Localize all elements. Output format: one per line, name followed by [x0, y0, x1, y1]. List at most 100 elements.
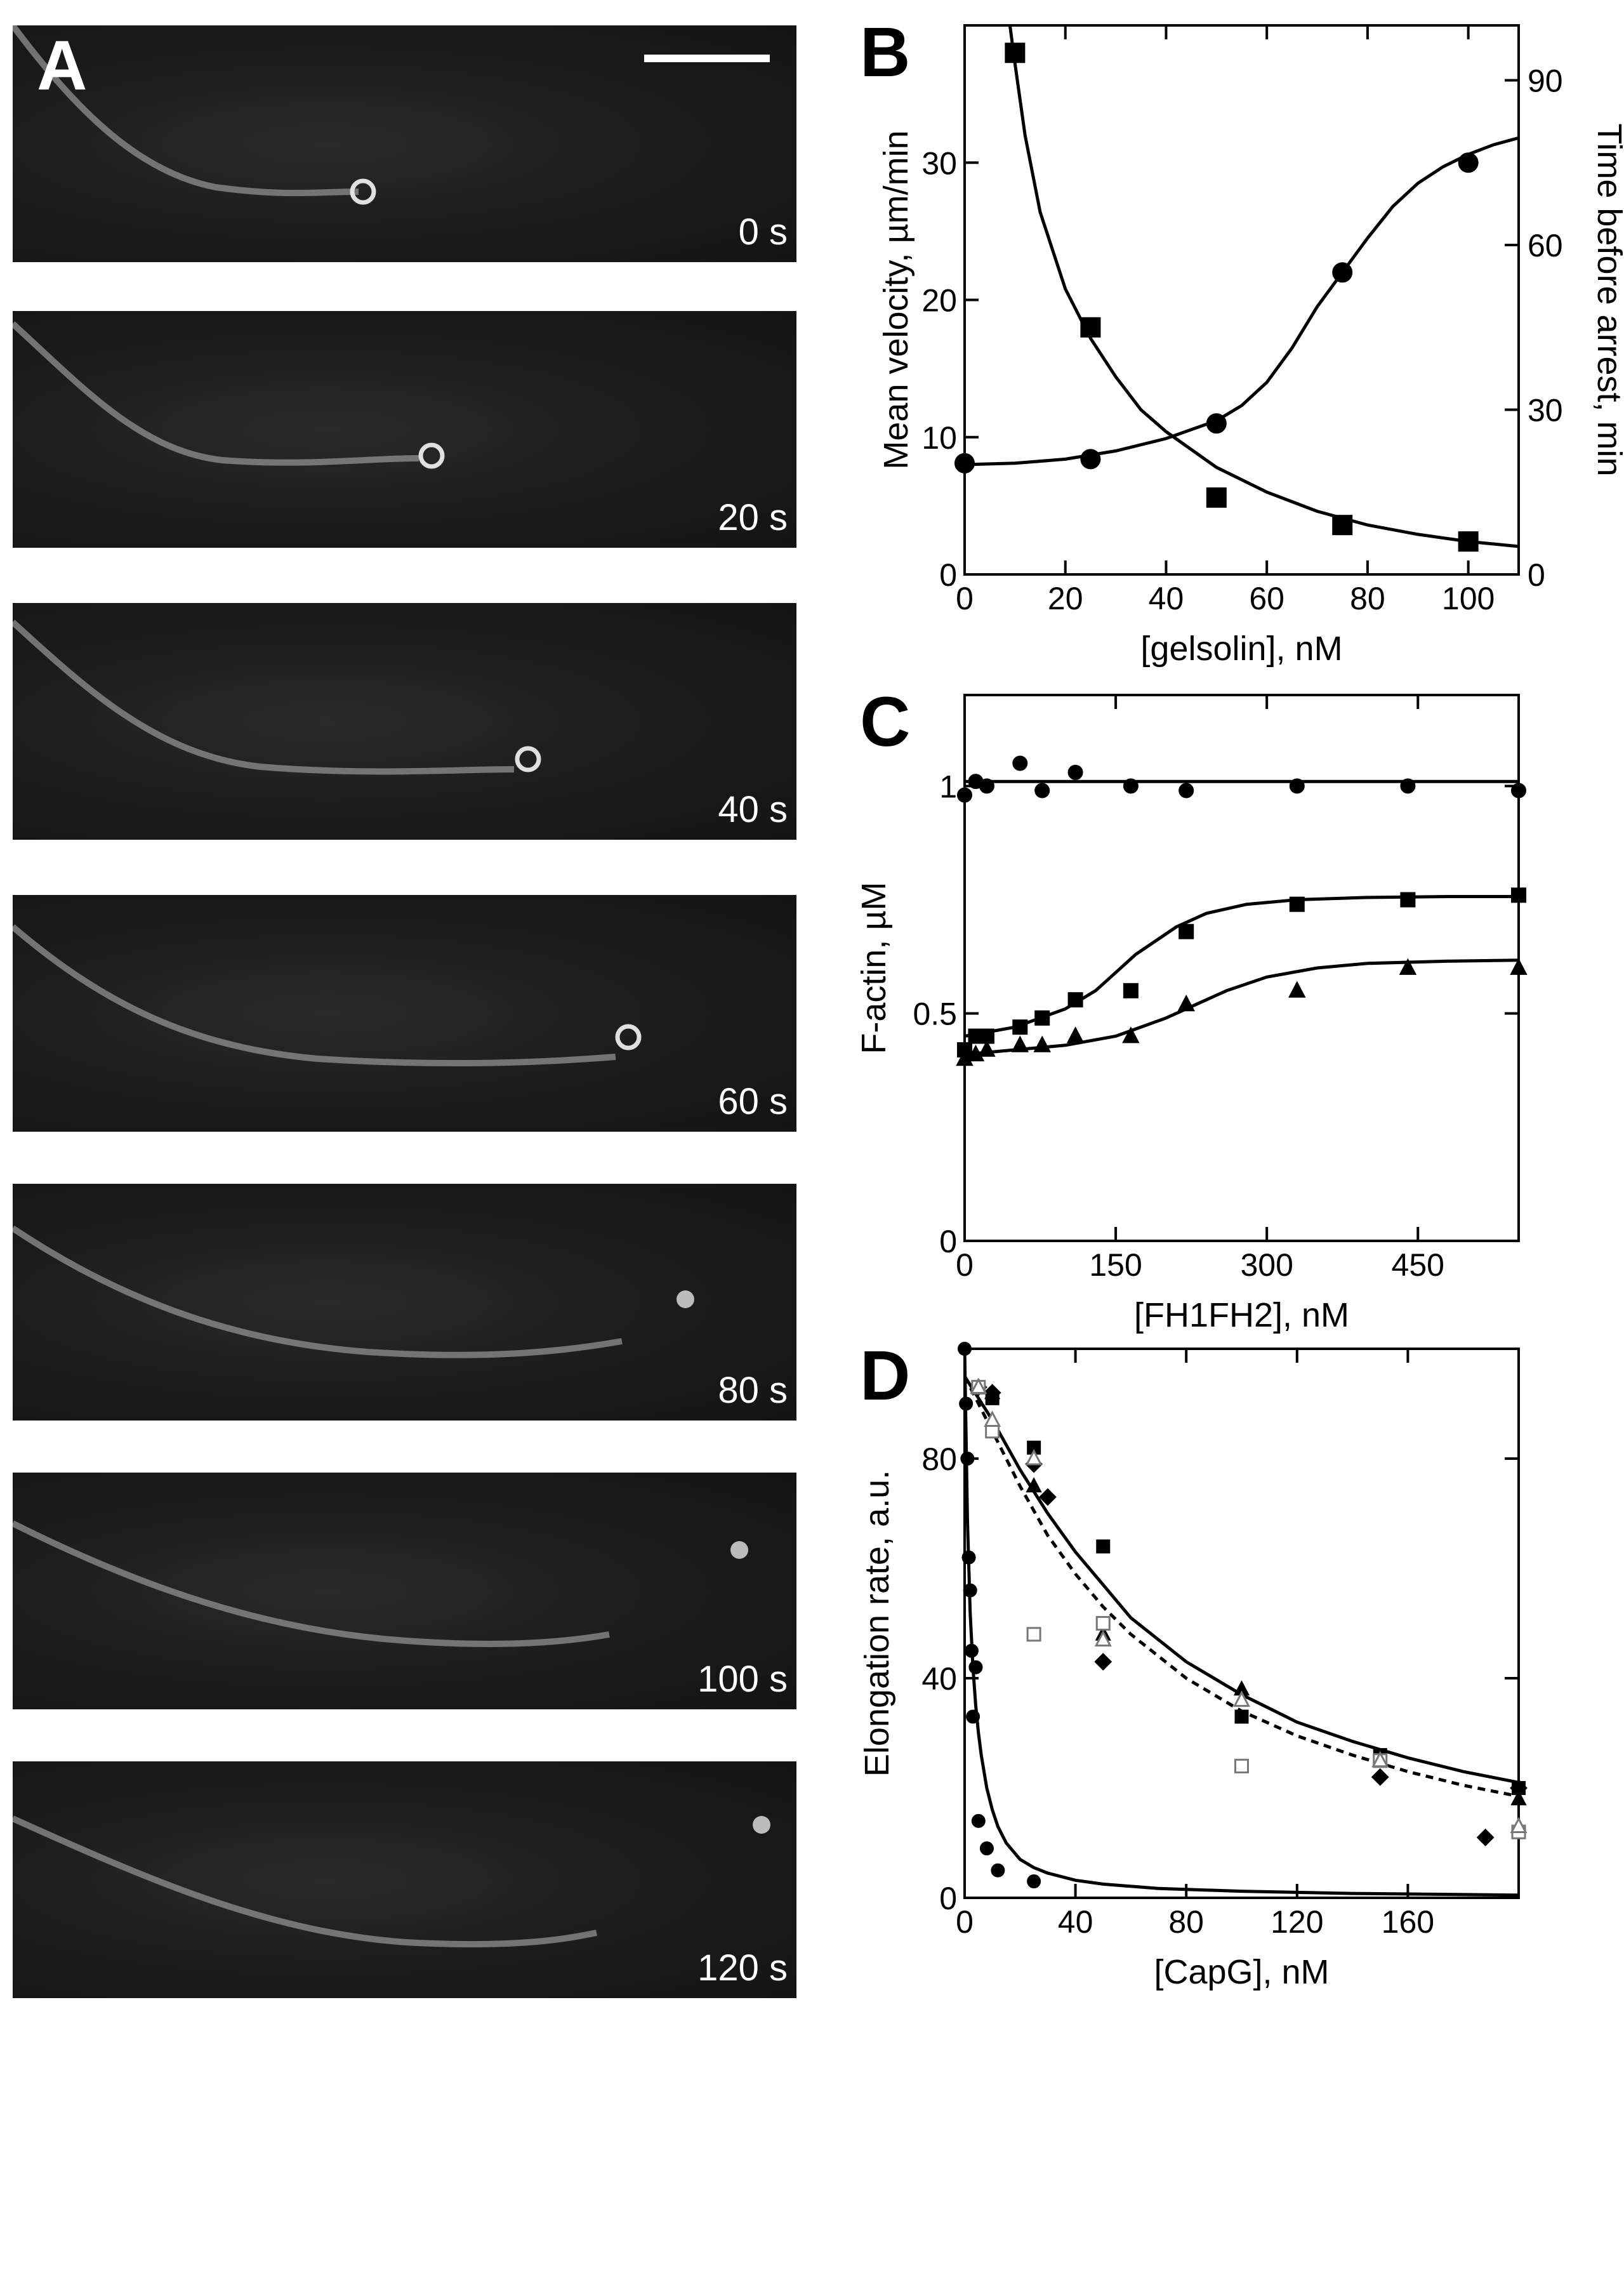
plot-frame: [963, 24, 1520, 576]
x-axis-label: [FH1FH2], nM: [1134, 1296, 1349, 1334]
y-tick-label: 30: [921, 145, 957, 181]
fit-curve: [965, 1375, 1519, 1784]
frame-time-label: 20 s: [718, 497, 788, 538]
data-point-diamond: [1094, 1653, 1112, 1671]
fit-curve: [965, 958, 1519, 1056]
data-point-circle: [954, 453, 975, 474]
data-point-circle: [960, 1452, 975, 1466]
data-point-triangle: [1066, 1026, 1085, 1043]
data-point-diamond: [1039, 1488, 1057, 1506]
data-point-open-triangle: [1233, 1690, 1250, 1707]
data-point-diamond: [1371, 1768, 1389, 1786]
data-point-triangle: [1033, 1035, 1051, 1052]
x-tick-label: 120: [1271, 1904, 1323, 1940]
data-point-circle: [958, 1342, 972, 1356]
chart-b: 0 20 40 60 80 100 0 10 20 30 0 30 60 90 Time before ar…: [860, 13, 1624, 668]
y-axis-label: Mean velocity, µm/min: [877, 130, 915, 469]
data-point-circle: [1206, 413, 1227, 434]
x-tick-label: 80: [1350, 581, 1385, 616]
y-tick-label: 20: [921, 283, 957, 319]
data-point-open-square: [1234, 1758, 1249, 1773]
y-tick-label: 1: [939, 769, 957, 804]
data-point-open-square: [1026, 1627, 1041, 1642]
data-point-square: [1034, 1010, 1050, 1026]
data-point-triangle: [978, 1040, 996, 1057]
y-right-tick-label: 60: [1528, 228, 1563, 263]
frame-time-label: 0 s: [738, 211, 788, 253]
y-axis-right-label: Time before arrest, min: [1590, 123, 1624, 476]
y-tick-label: 40: [921, 1661, 957, 1697]
data-point-circle: [991, 1863, 1005, 1878]
y-tick-label: 0: [939, 1224, 957, 1259]
data-point-circle: [1458, 152, 1479, 173]
data-point-triangle: [1011, 1035, 1029, 1052]
x-tick-label: 300: [1240, 1247, 1293, 1283]
data-point-square: [1234, 1709, 1249, 1724]
filament-image: [13, 25, 376, 205]
chart-c: 0 150 300 450 0 0.5 1 [FH1FH2], nM F-actin, µM C: [855, 683, 1528, 1334]
x-tick-label: 0: [956, 581, 974, 616]
data-point-circle: [1123, 778, 1139, 794]
fit-curve: [1008, 25, 1519, 548]
data-point-square: [1012, 1019, 1028, 1035]
x-tick-label: 20: [1048, 581, 1083, 616]
data-point-circle: [966, 1709, 980, 1724]
y-tick-label: 0: [939, 1881, 957, 1916]
fit-curve: [965, 1375, 1519, 1798]
frame-time-label: 100 s: [697, 1659, 788, 1700]
data-point-circle: [979, 1841, 994, 1856]
data-point-open-triangle: [984, 1410, 1001, 1427]
x-tick-label: 40: [1149, 581, 1184, 616]
data-point-square: [1005, 43, 1026, 63]
data-point-triangle: [1122, 1026, 1140, 1043]
data-point-circle: [1067, 764, 1083, 780]
data-point-circle: [964, 1643, 979, 1658]
data-point-square: [1080, 317, 1101, 338]
filament-image: [13, 1520, 748, 1647]
data-point-circle: [1080, 449, 1101, 470]
data-point-circle: [968, 1660, 983, 1674]
data-point-diamond: [1510, 1779, 1528, 1797]
data-point-square: [1332, 515, 1353, 536]
data-point-circle: [979, 778, 994, 794]
plot-frame: [963, 1348, 1520, 1899]
data-point-diamond: [1476, 1828, 1495, 1846]
y-right-tick-label: 90: [1528, 63, 1563, 99]
x-tick-label: 450: [1392, 1247, 1444, 1283]
data-point-open-triangle: [1025, 1448, 1043, 1466]
y-tick-label: 0.5: [913, 997, 957, 1032]
y-tick-label: 10: [921, 420, 957, 456]
panel-letter-a: A: [37, 27, 88, 105]
y-right-tick-label: 0: [1528, 557, 1545, 593]
x-tick-label: 40: [1058, 1904, 1093, 1940]
data-point-circle: [1027, 1874, 1041, 1889]
chart-d: 0 40 80 120 160 0 40 80 [CapG], nM Elongation rat…: [858, 1337, 1528, 1991]
x-tick-label: 100: [1442, 581, 1495, 616]
data-point-diamond: [983, 1384, 1001, 1402]
x-tick-label: 60: [1249, 581, 1284, 616]
data-point-triangle: [1026, 1477, 1042, 1493]
frame-0s: 0 s: [13, 25, 796, 262]
y-axis-label: Elongation rate, a.u.: [858, 1470, 896, 1777]
data-point-open-triangle: [970, 1377, 987, 1394]
filament-image: [13, 321, 445, 469]
data-point-triangle: [1177, 994, 1195, 1012]
data-point-square: [1178, 924, 1194, 939]
data-point-circle: [1034, 783, 1050, 798]
x-axis-label: [CapG], nM: [1154, 1953, 1329, 1991]
frame-120s: 120 s: [13, 1761, 796, 1998]
frame-time-label: 80 s: [718, 1370, 788, 1411]
frame-60s: 60 s: [13, 895, 796, 1132]
data-point-circle: [971, 1813, 986, 1828]
data-point-circle: [1511, 783, 1526, 798]
filament-image: [13, 619, 541, 775]
frame-100s: 100 s: [13, 1473, 796, 1709]
data-point-triangle: [956, 1049, 974, 1066]
panel-letter-c: C: [860, 683, 910, 761]
frame-40s: 40 s: [13, 603, 796, 840]
data-point-triangle: [1510, 958, 1528, 975]
frame-80s: 80 s: [13, 1184, 796, 1421]
fit-curve: [965, 1349, 1519, 1897]
data-point-square: [1458, 531, 1479, 552]
